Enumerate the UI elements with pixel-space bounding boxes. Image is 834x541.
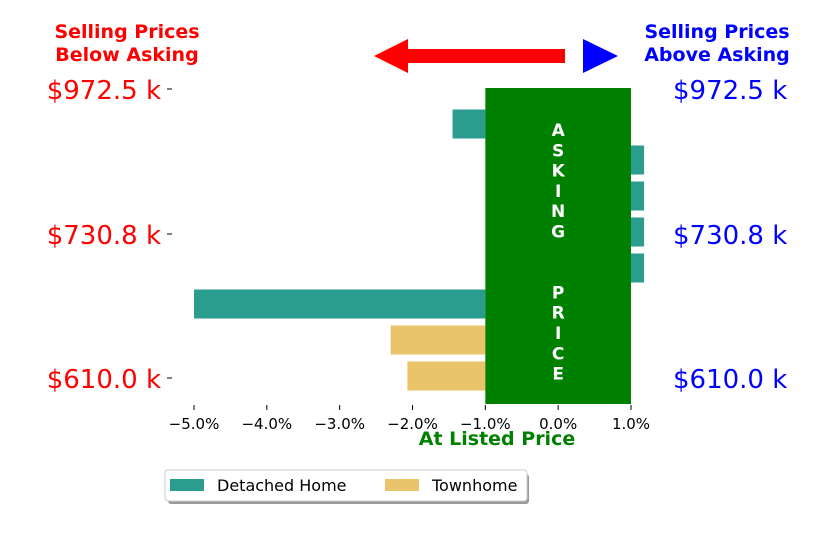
legend-label-townhome: Townhome (431, 476, 517, 495)
band-letter-12: E (552, 365, 564, 385)
legend-swatch-detached (170, 479, 204, 491)
price-labels-right: $972.5 k $730.8 k $610.0 k (673, 76, 787, 395)
x-tick-label-5: 0.0% (539, 415, 577, 433)
price-label-right-1: $730.8 k (673, 221, 787, 251)
price-labels-left: $972.5 k $730.8 k $610.0 k (47, 76, 172, 395)
bar-detached-4 (631, 253, 645, 283)
band-letter-1: S (552, 141, 564, 161)
bar-townhome-7 (407, 361, 486, 391)
legend-label-detached: Detached Home (217, 476, 347, 495)
band-letter-3: I (555, 182, 561, 202)
header-left-line1: Selling Prices (54, 21, 199, 43)
bar-detached-1 (631, 145, 645, 175)
header-right-line2: Above Asking (644, 44, 790, 66)
legend-swatch-townhome (385, 479, 419, 491)
x-axis-label: At Listed Price (419, 428, 575, 450)
price-label-left-0: $972.5 k (47, 76, 161, 106)
legend-frame (164, 469, 528, 502)
band-letter-9: R (552, 304, 565, 324)
left-arrow-icon (374, 39, 565, 73)
bar-detached-5 (194, 289, 486, 319)
price-label-left-2: $610.0 k (47, 365, 161, 395)
bar-townhome-6 (390, 325, 486, 355)
band-letter-8: P (552, 283, 564, 303)
x-tick-label-3: −2.0% (387, 415, 438, 433)
legend: Detached Home Townhome (164, 469, 529, 504)
bars-group (194, 109, 645, 391)
band-letter-10: I (555, 324, 561, 344)
x-tick-label-4: −1.0% (460, 415, 511, 433)
band-letter-4: N (551, 202, 565, 222)
x-tick-label-2: −3.0% (314, 415, 365, 433)
asking-price-band (485, 88, 631, 404)
band-letter-0: A (552, 121, 566, 141)
band-letter-11: C (552, 344, 564, 364)
x-tick-label-1: −4.0% (241, 415, 292, 433)
bar-detached-3 (631, 217, 645, 247)
band-letter-2: K (552, 162, 566, 182)
x-tick-label-6: 1.0% (612, 415, 650, 433)
bar-detached-2 (631, 181, 645, 211)
header-right-line1: Selling Prices (644, 21, 789, 43)
header-left-line2: Below Asking (55, 44, 198, 66)
right-arrow-icon (583, 39, 618, 73)
x-tick-label-0: −5.0% (169, 415, 220, 433)
x-axis: −5.0% −4.0% −3.0% −2.0% −1.0% 0.0% 1.0% (169, 405, 650, 433)
price-label-right-0: $972.5 k (673, 76, 787, 106)
bar-detached-0 (452, 109, 486, 139)
price-label-left-1: $730.8 k (47, 221, 161, 251)
band-letter-5: G (551, 223, 565, 243)
price-label-right-2: $610.0 k (673, 365, 787, 395)
